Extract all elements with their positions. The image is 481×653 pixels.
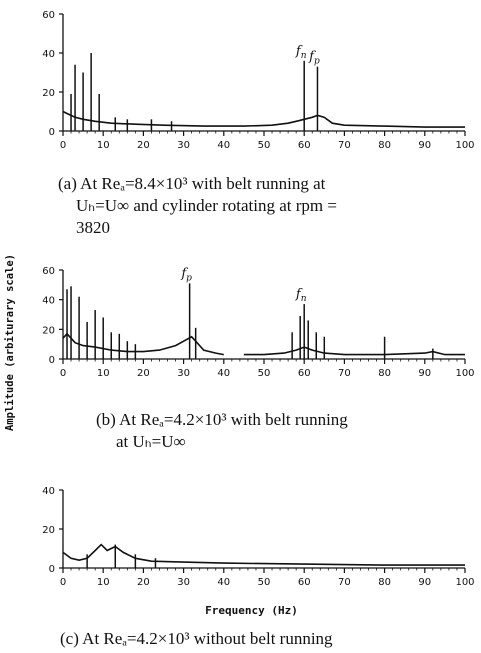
peak-annotation: fn bbox=[295, 287, 307, 304]
caption-a-line-3: 3820 bbox=[76, 218, 110, 237]
x-tick-label: 40 bbox=[217, 140, 230, 151]
x-tick-label: 60 bbox=[298, 577, 311, 588]
x-tick-label: 20 bbox=[137, 140, 150, 151]
x-tick-label: 80 bbox=[378, 368, 391, 379]
x-tick-label: 80 bbox=[378, 577, 391, 588]
y-tick-label: 0 bbox=[49, 564, 55, 575]
x-tick-label: 30 bbox=[177, 368, 190, 379]
y-tick-label: 60 bbox=[42, 266, 55, 277]
y-axis-label: Amplitude (arbiturary scale) bbox=[4, 253, 16, 431]
x-tick-label: 70 bbox=[338, 368, 351, 379]
x-tick-label: 90 bbox=[418, 368, 431, 379]
spectrum-line bbox=[62, 110, 465, 128]
x-tick-label: 80 bbox=[378, 140, 391, 151]
x-tick-label: 10 bbox=[97, 140, 110, 151]
x-tick-label: 100 bbox=[455, 368, 474, 379]
caption-b-line-1: (b) At Reₐ=4.2×10³ with belt running bbox=[96, 410, 348, 429]
x-tick-label: 50 bbox=[258, 577, 271, 588]
y-tick-label: 40 bbox=[42, 49, 55, 60]
x-tick-label: 0 bbox=[60, 577, 66, 588]
x-tick-label: 40 bbox=[217, 368, 230, 379]
x-tick-label: 20 bbox=[137, 577, 150, 588]
y-tick-label: 0 bbox=[49, 355, 55, 366]
x-tick-label: 50 bbox=[258, 368, 271, 379]
panel-c-chart: 0 20 40 0 10 20 30 40 50 60 70 80 90 100 bbox=[42, 486, 474, 588]
y-tick-label: 20 bbox=[42, 325, 55, 336]
x-tick-label: 100 bbox=[455, 577, 474, 588]
x-axis-label: Frequency (Hz) bbox=[205, 604, 298, 617]
y-tick-label: 40 bbox=[42, 486, 55, 497]
y-tick-label: 60 bbox=[42, 10, 55, 21]
x-tick-label: 40 bbox=[217, 577, 230, 588]
peak-annotation: fn bbox=[295, 44, 307, 61]
y-tick-label: 20 bbox=[42, 525, 55, 536]
x-tick-label: 30 bbox=[177, 140, 190, 151]
x-tick-label: 10 bbox=[97, 368, 110, 379]
caption-c-line-1: (c) At Reₐ=4.2×10³ without belt running bbox=[60, 629, 333, 648]
x-tick-label: 50 bbox=[258, 140, 271, 151]
caption-a-line-2: Uₕ=U∞ and cylinder rotating at rpm = bbox=[76, 196, 337, 215]
panel-b-chart: 0 20 40 60 0 10 20 30 40 50 60 70 80 90 100 fp fn bbox=[42, 266, 474, 379]
x-tick-label: 90 bbox=[418, 140, 431, 151]
x-tick-label: 60 bbox=[298, 140, 311, 151]
spectrum-line bbox=[62, 332, 224, 356]
y-tick-label: 40 bbox=[42, 296, 55, 307]
x-tick-label: 90 bbox=[418, 577, 431, 588]
x-tick-label: 100 bbox=[455, 140, 474, 151]
x-tick-label: 0 bbox=[60, 368, 66, 379]
x-tick-label: 20 bbox=[137, 368, 150, 379]
spectrum-line bbox=[243, 346, 465, 356]
x-tick-label: 70 bbox=[338, 140, 351, 151]
x-tick-label: 60 bbox=[298, 368, 311, 379]
spectrum-line bbox=[62, 543, 465, 566]
peak-annotation: fp bbox=[180, 266, 192, 283]
y-tick-label: 0 bbox=[49, 127, 55, 138]
x-tick-label: 70 bbox=[338, 577, 351, 588]
caption-a-line-1: (a) At Reₐ=8.4×10³ with belt running at bbox=[58, 174, 326, 193]
peak-annotation: fp bbox=[308, 50, 320, 67]
caption-b-line-2: at Uₕ=U∞ bbox=[116, 432, 186, 451]
panel-a-chart: 0 20 40 60 0 10 20 30 40 50 60 70 80 90 100 fn fp bbox=[42, 10, 474, 151]
y-tick-label: 20 bbox=[42, 88, 55, 99]
x-tick-label: 30 bbox=[177, 577, 190, 588]
x-tick-label: 10 bbox=[97, 577, 110, 588]
x-tick-label: 0 bbox=[60, 140, 66, 151]
